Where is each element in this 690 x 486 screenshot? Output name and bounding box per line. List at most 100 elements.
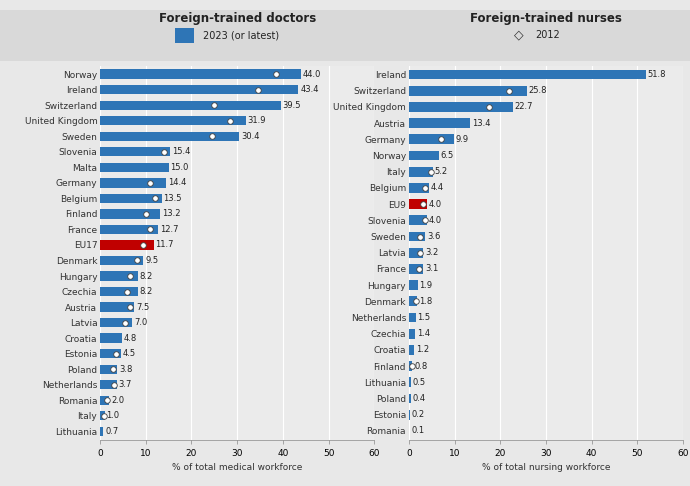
Bar xyxy=(100,69,301,79)
Bar xyxy=(100,178,166,188)
Bar xyxy=(100,318,132,327)
Bar xyxy=(100,225,158,234)
Bar xyxy=(100,411,105,420)
Text: 0.7: 0.7 xyxy=(105,427,118,436)
Bar xyxy=(100,349,121,358)
Text: 13.5: 13.5 xyxy=(164,194,182,203)
Bar xyxy=(408,199,427,209)
X-axis label: % of total medical workforce: % of total medical workforce xyxy=(172,464,302,472)
Bar xyxy=(100,302,135,312)
Bar xyxy=(100,427,104,436)
Bar xyxy=(408,183,429,193)
Text: 13.4: 13.4 xyxy=(472,119,491,128)
Text: 39.5: 39.5 xyxy=(282,101,301,110)
Bar xyxy=(408,215,427,225)
Bar xyxy=(408,280,417,290)
Bar xyxy=(100,380,117,389)
Text: 3.1: 3.1 xyxy=(425,264,438,274)
Bar xyxy=(408,312,415,322)
Bar xyxy=(100,132,239,141)
Text: 15.0: 15.0 xyxy=(170,163,189,172)
Bar xyxy=(100,256,144,265)
Text: 3.6: 3.6 xyxy=(427,232,440,241)
Text: 1.2: 1.2 xyxy=(416,346,429,354)
Text: 4.4: 4.4 xyxy=(431,183,444,192)
Bar xyxy=(100,163,168,172)
Bar xyxy=(100,101,281,110)
Bar xyxy=(408,69,646,79)
Text: 25.8: 25.8 xyxy=(529,86,547,95)
Bar xyxy=(100,287,137,296)
Text: 1.9: 1.9 xyxy=(420,280,433,290)
Text: 4.5: 4.5 xyxy=(122,349,135,358)
Text: 15.4: 15.4 xyxy=(172,147,190,156)
Text: 2012: 2012 xyxy=(535,30,560,40)
Text: 51.8: 51.8 xyxy=(647,70,666,79)
Bar xyxy=(408,135,454,144)
Text: ◇: ◇ xyxy=(513,29,523,42)
Text: 1.8: 1.8 xyxy=(419,297,432,306)
Bar xyxy=(408,361,413,371)
Text: 44.0: 44.0 xyxy=(303,69,322,79)
Bar xyxy=(408,151,439,160)
Bar xyxy=(408,329,415,339)
Text: 1.0: 1.0 xyxy=(106,411,119,420)
Bar xyxy=(408,248,424,258)
Text: 13.2: 13.2 xyxy=(162,209,181,218)
Text: 7.5: 7.5 xyxy=(136,303,150,312)
Bar xyxy=(100,85,299,94)
X-axis label: % of total nursing workforce: % of total nursing workforce xyxy=(482,464,610,472)
Text: Foreign-trained nurses: Foreign-trained nurses xyxy=(470,12,622,25)
Text: Foreign-trained doctors: Foreign-trained doctors xyxy=(159,12,316,25)
Text: 0.4: 0.4 xyxy=(413,394,426,403)
Text: 7.0: 7.0 xyxy=(134,318,147,327)
Bar xyxy=(408,378,411,387)
Text: 1.5: 1.5 xyxy=(417,313,431,322)
Bar xyxy=(408,167,433,176)
Bar xyxy=(408,264,423,274)
Bar xyxy=(408,232,425,242)
Text: 22.7: 22.7 xyxy=(515,103,533,111)
Bar xyxy=(100,396,109,405)
Text: 2023 (or latest): 2023 (or latest) xyxy=(203,30,279,40)
Text: 31.9: 31.9 xyxy=(248,116,266,125)
Bar xyxy=(408,296,417,306)
Text: 9.9: 9.9 xyxy=(456,135,469,144)
Text: 5.2: 5.2 xyxy=(435,167,448,176)
Bar xyxy=(100,240,154,250)
Bar xyxy=(100,333,122,343)
Text: 0.5: 0.5 xyxy=(413,378,426,387)
Bar xyxy=(100,271,137,281)
Text: 43.4: 43.4 xyxy=(300,85,319,94)
Text: 0.8: 0.8 xyxy=(414,362,428,371)
Text: 0.2: 0.2 xyxy=(411,410,424,419)
Bar xyxy=(100,209,160,219)
Text: 8.2: 8.2 xyxy=(139,272,152,280)
Text: 3.8: 3.8 xyxy=(119,364,132,374)
Text: 1.4: 1.4 xyxy=(417,329,430,338)
Bar xyxy=(408,86,526,96)
Bar xyxy=(408,118,470,128)
Text: 8.2: 8.2 xyxy=(139,287,152,296)
Text: 4.0: 4.0 xyxy=(429,216,442,225)
Bar xyxy=(100,147,170,156)
Bar xyxy=(408,102,513,112)
Text: 0.1: 0.1 xyxy=(411,426,424,435)
Text: 4.8: 4.8 xyxy=(124,333,137,343)
Text: 3.2: 3.2 xyxy=(425,248,439,257)
Bar xyxy=(408,410,410,419)
Text: 3.7: 3.7 xyxy=(119,380,132,389)
Text: 6.5: 6.5 xyxy=(440,151,453,160)
Bar xyxy=(408,345,414,355)
Text: 14.4: 14.4 xyxy=(168,178,186,187)
Text: 9.5: 9.5 xyxy=(146,256,159,265)
Bar xyxy=(100,194,161,203)
Bar xyxy=(100,116,246,125)
Text: 11.7: 11.7 xyxy=(155,241,174,249)
Text: 12.7: 12.7 xyxy=(160,225,179,234)
Text: 4.0: 4.0 xyxy=(429,200,442,208)
Bar xyxy=(408,394,411,403)
Bar xyxy=(100,364,117,374)
Text: 30.4: 30.4 xyxy=(241,132,259,141)
Text: 2.0: 2.0 xyxy=(111,396,124,405)
